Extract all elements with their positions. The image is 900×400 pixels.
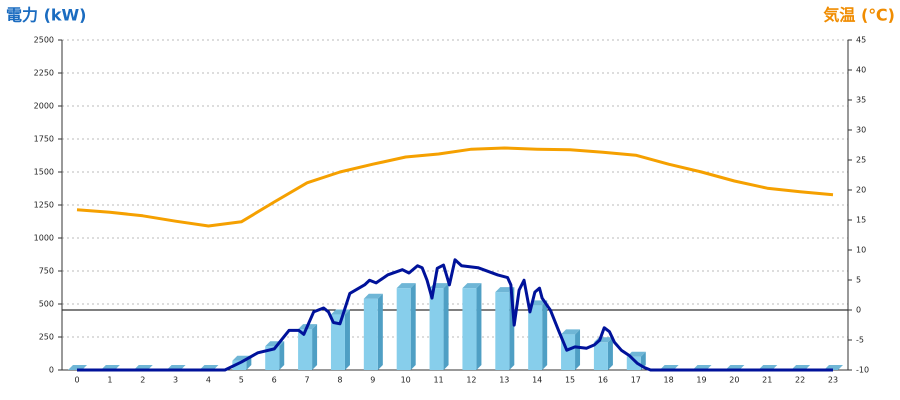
y-tick-label: 2000 [34, 102, 54, 111]
y2-tick-label: 25 [856, 156, 866, 165]
bar [593, 337, 613, 370]
bar-side [542, 300, 548, 370]
y2-tick-label: 0 [856, 306, 861, 315]
y-tick-label: 500 [39, 300, 54, 309]
x-tick-label: 8 [337, 376, 342, 385]
bar-front [429, 288, 444, 370]
bar-front [593, 342, 608, 370]
bar-side [344, 309, 350, 370]
bar-front [232, 360, 247, 370]
bar [429, 283, 449, 370]
x-tick-label: 20 [729, 376, 739, 385]
bar-front [495, 292, 510, 370]
x-tick-label: 3 [173, 376, 178, 385]
x-tick-label: 23 [828, 376, 838, 385]
x-tick-label: 19 [696, 376, 706, 385]
y2-tick-label: 30 [856, 126, 866, 135]
x-tick-label: 17 [631, 376, 641, 385]
y2-tick-label: 35 [856, 96, 866, 105]
bar [626, 351, 646, 370]
x-tick-label: 16 [598, 376, 608, 385]
y-tick-label: 2500 [34, 36, 54, 45]
bar-side [607, 337, 613, 370]
bar-front [363, 298, 378, 370]
line [76, 146, 834, 228]
bar-side [246, 355, 252, 370]
bar [265, 341, 285, 370]
x-tick-label: 0 [74, 376, 79, 385]
x-tick-label: 2 [140, 376, 145, 385]
x-tick-label: 18 [664, 376, 674, 385]
bar-front [298, 329, 313, 370]
y2-tick-label: -10 [856, 366, 869, 375]
bar [298, 324, 318, 370]
y2-tick-label: 40 [856, 66, 866, 75]
x-tick-label: 10 [401, 376, 411, 385]
y2-tick-label: 20 [856, 186, 866, 195]
x-tick-label: 15 [565, 376, 575, 385]
bar-top [396, 283, 416, 289]
y-tick-label: 1000 [34, 234, 54, 243]
x-tick-label: 9 [370, 376, 375, 385]
y-tick-label: 1750 [34, 135, 54, 144]
bar-side [410, 283, 416, 370]
bar [363, 293, 383, 370]
bar-front [626, 356, 641, 370]
y2-tick-label: 45 [856, 36, 866, 45]
line [77, 258, 833, 372]
bar-front [265, 346, 280, 370]
y-tick-label: 2250 [34, 69, 54, 78]
y-tick-label: 1500 [34, 168, 54, 177]
x-tick-label: 11 [433, 376, 443, 385]
bar-side [476, 283, 482, 370]
y-axis-title: 電力 (kW) [6, 6, 87, 25]
y-tick-label: 750 [39, 267, 54, 276]
y-tick-label: 0 [49, 366, 54, 375]
x-tick-label: 5 [239, 376, 244, 385]
bar-front [462, 288, 477, 370]
bar-side [279, 341, 285, 370]
y-tick-label: 250 [39, 333, 54, 342]
x-tick-label: 14 [532, 376, 542, 385]
bar-top [462, 283, 482, 289]
x-tick-label: 21 [762, 376, 772, 385]
x-tick-label: 1 [107, 376, 112, 385]
x-tick-label: 7 [305, 376, 310, 385]
x-tick-label: 22 [795, 376, 805, 385]
x-tick-label: 12 [466, 376, 476, 385]
bar-top [561, 329, 581, 335]
bar-side [443, 283, 449, 370]
x-tick-label: 6 [272, 376, 277, 385]
bar-front [330, 314, 345, 370]
y2-tick-label: 5 [856, 276, 861, 285]
bar-side [377, 293, 383, 370]
y2-tick-label: 10 [856, 246, 866, 255]
x-tick-label: 4 [206, 376, 211, 385]
y2-tick-label: -5 [856, 336, 864, 345]
bar-top [363, 293, 383, 299]
bar [462, 283, 482, 370]
bar-side [575, 329, 581, 370]
bar-top [626, 351, 646, 357]
x-tick-label: 13 [499, 376, 509, 385]
bar [396, 283, 416, 370]
bar [330, 309, 350, 370]
y2-tick-label: 15 [856, 216, 866, 225]
bar-side [312, 324, 318, 370]
bar-top [495, 287, 515, 293]
y2-axis-title: 気温 (℃) [823, 6, 895, 25]
bar-front [396, 288, 411, 370]
bar-front [528, 305, 543, 370]
y-tick-label: 1250 [34, 201, 54, 210]
